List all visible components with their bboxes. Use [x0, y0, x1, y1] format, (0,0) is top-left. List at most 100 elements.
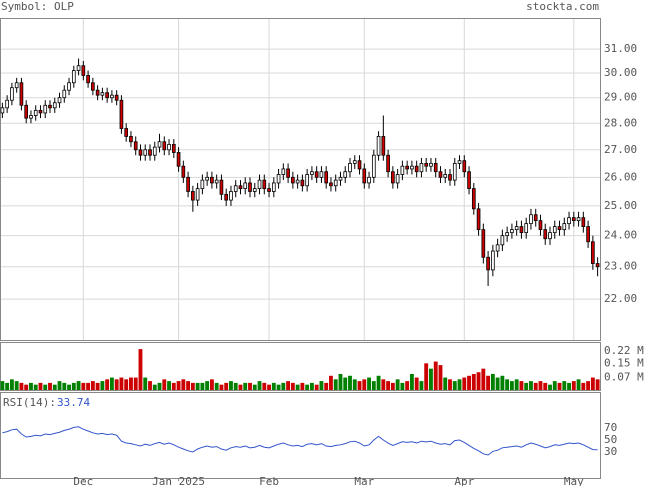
candle-body	[348, 163, 352, 173]
volume-bar	[567, 382, 571, 390]
candle-body	[324, 171, 329, 184]
volume-bar	[295, 384, 300, 390]
candle-body	[52, 102, 57, 109]
y-tick-label: 31.00	[604, 42, 637, 55]
candle-body	[133, 141, 138, 151]
volume-bar	[233, 382, 238, 390]
volume-bar	[405, 381, 410, 390]
candle-body	[443, 174, 448, 178]
candle-body	[238, 185, 243, 190]
candle-body	[171, 144, 176, 153]
volume-bar	[533, 382, 538, 390]
candle-body	[162, 141, 167, 151]
volume-bar	[281, 382, 286, 390]
candle-body	[533, 214, 538, 222]
volume-bar	[133, 377, 138, 390]
candle-body	[152, 146, 157, 156]
volume-bar	[286, 381, 291, 390]
volume-bar	[14, 381, 19, 390]
volume-bar	[376, 375, 381, 390]
candle-body	[286, 168, 290, 178]
volume-bar	[57, 381, 62, 390]
volume-bar	[495, 377, 500, 390]
volume-bar	[90, 381, 95, 390]
volume-bar	[129, 377, 133, 390]
candle-body	[576, 217, 581, 222]
volume-bar	[52, 384, 57, 390]
candle-body	[424, 163, 429, 167]
volume-bar	[471, 374, 476, 390]
rsi-last-value: 33.74	[57, 396, 90, 409]
volume-bar	[576, 379, 581, 390]
y-tick-label: 30.00	[604, 66, 637, 79]
candle-body	[10, 87, 14, 101]
volume-bar	[257, 381, 262, 390]
volume-bar	[362, 379, 367, 390]
volume-bar	[205, 381, 210, 390]
candle-body	[62, 89, 67, 99]
volume-bar	[38, 382, 43, 390]
volume-bar	[333, 379, 338, 390]
candle-body	[267, 188, 271, 192]
volume-bar	[252, 384, 257, 390]
volume-bar	[209, 379, 214, 390]
candle-body	[538, 220, 543, 231]
candle-body	[338, 176, 343, 181]
volume-bar	[419, 381, 424, 390]
candle-body	[224, 193, 229, 201]
candle-body	[176, 152, 181, 167]
volume-bar	[386, 381, 391, 390]
volume-bar	[552, 381, 557, 390]
source: stockta.com	[526, 0, 599, 13]
candle-body	[410, 165, 414, 170]
candle-body	[271, 182, 276, 192]
candle-body	[519, 226, 524, 234]
volume-bar	[452, 381, 457, 390]
candle-body	[467, 171, 471, 190]
volume-bar	[176, 381, 181, 390]
candle-body	[329, 182, 333, 187]
rsi-panel	[0, 392, 601, 479]
volume-bar	[429, 368, 433, 390]
candle-body	[38, 109, 43, 114]
volume-bar	[586, 381, 591, 390]
candle-body	[295, 179, 300, 184]
candle-body	[495, 244, 500, 252]
volume-bar	[595, 379, 600, 390]
candle-body	[100, 92, 105, 96]
candle-body	[433, 163, 438, 173]
candle-body	[19, 82, 24, 106]
candle-body	[91, 82, 95, 91]
volume-bar	[162, 379, 167, 390]
x-tick-label: Jan 2025	[152, 475, 205, 486]
volume-bar	[119, 377, 124, 390]
candle-body	[71, 70, 76, 84]
volume-bar	[476, 372, 481, 390]
volume-bar	[143, 377, 148, 390]
candle-body	[386, 154, 390, 173]
volume-bar	[390, 382, 395, 390]
volume-bar	[543, 382, 548, 390]
volume-bar	[5, 382, 10, 390]
candle-body	[562, 223, 567, 231]
volume-bar	[171, 382, 176, 390]
candle-body	[314, 171, 319, 178]
y-tick-label: 27.00	[604, 143, 637, 156]
candle-body	[557, 226, 562, 231]
volume-bar	[324, 382, 329, 390]
volume-bar	[81, 382, 86, 390]
candle-body	[24, 104, 29, 119]
volume-bar	[395, 379, 400, 390]
volume-bar	[109, 377, 114, 390]
volume-bar	[467, 375, 471, 390]
candle-body	[119, 99, 124, 129]
candle-body	[500, 235, 505, 246]
volume-bar	[181, 379, 186, 390]
volume-bar	[76, 381, 81, 390]
volume-bar	[319, 381, 324, 390]
candle-body	[376, 136, 381, 156]
volume-tick-label: 0.15 M	[604, 356, 644, 369]
candle-body	[124, 128, 129, 137]
volume-bar	[481, 368, 486, 390]
volume-bar	[124, 379, 129, 390]
